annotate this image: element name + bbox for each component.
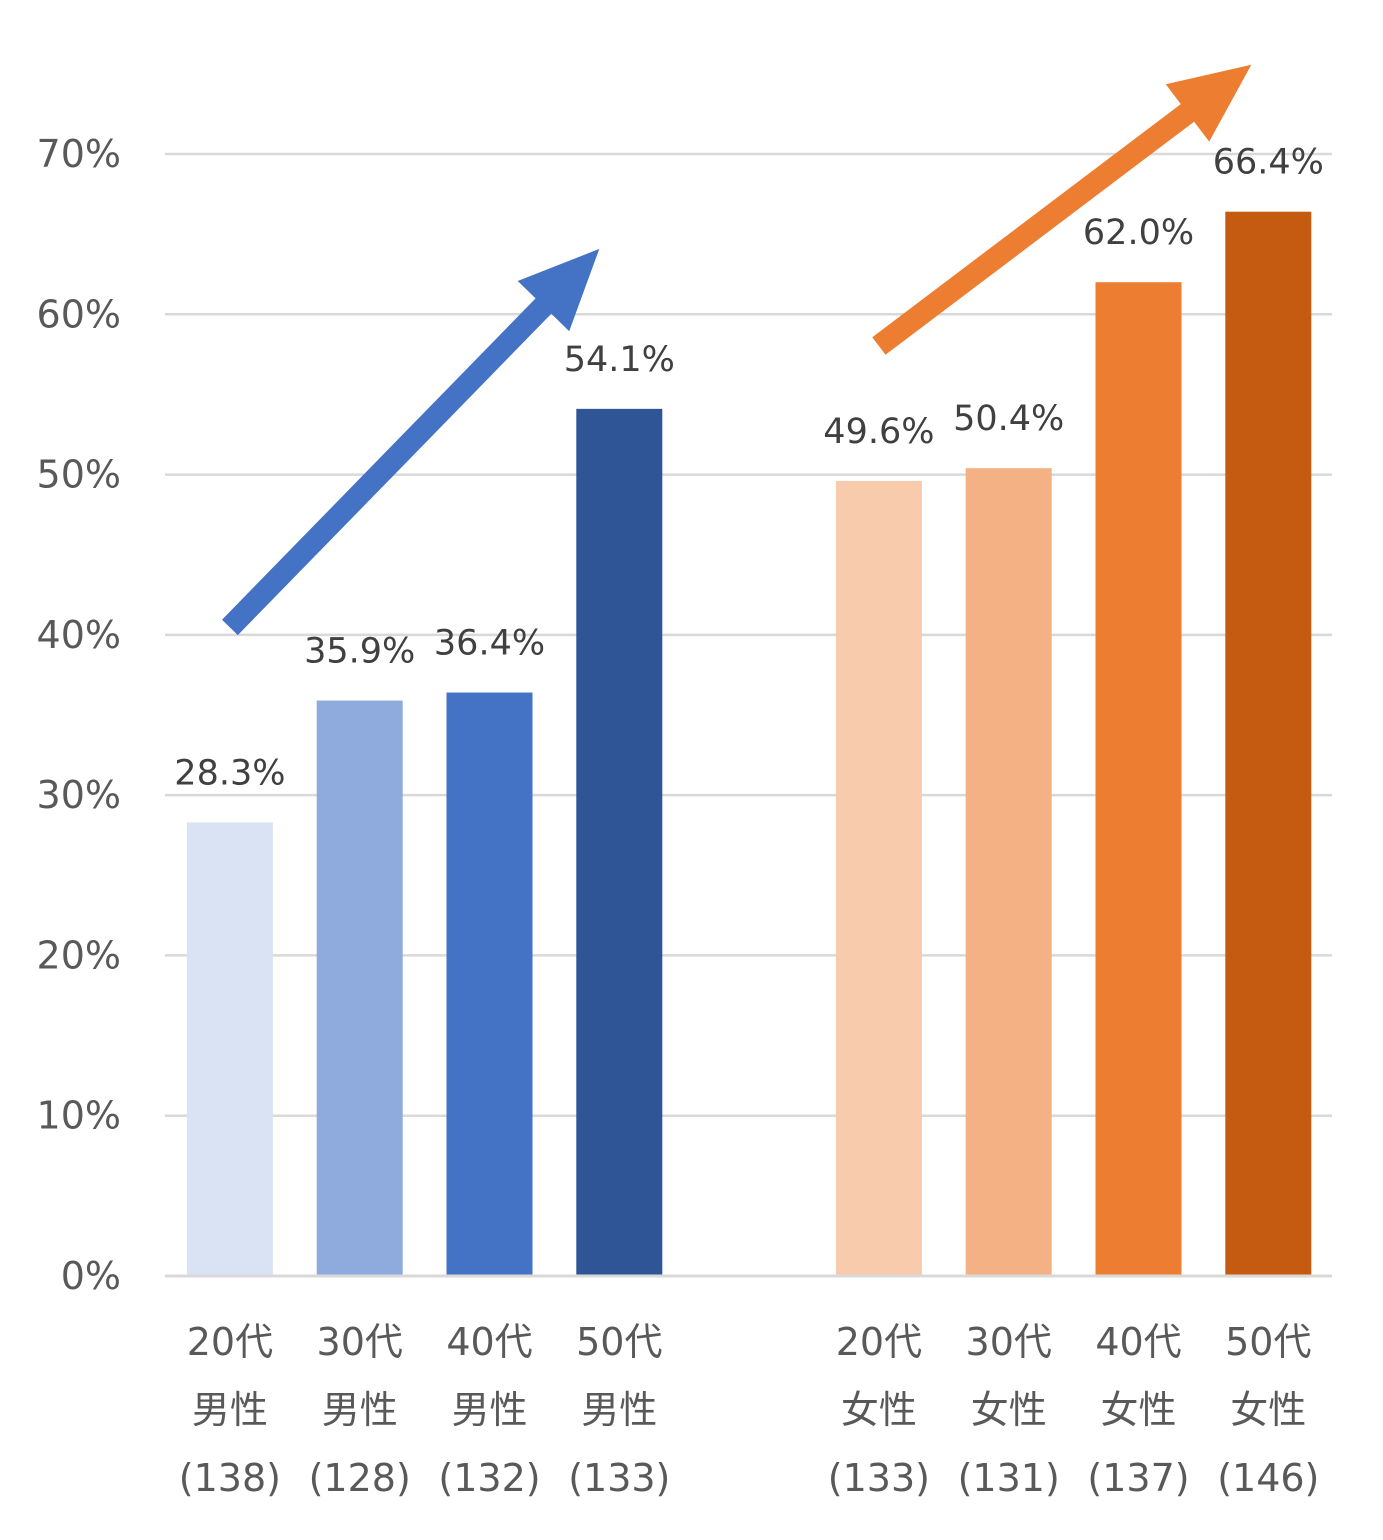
x-tick-label: 男性 xyxy=(451,1388,527,1432)
bar xyxy=(446,692,533,1276)
bar xyxy=(835,480,922,1276)
bar xyxy=(1225,211,1312,1276)
y-axis-ticks: 0% 10% 20% 30% 40% 50% 60% 70% xyxy=(37,132,121,1298)
y-tick-label: 60% xyxy=(37,292,121,336)
male-trend-arrow xyxy=(222,248,600,636)
x-tick-label: (133) xyxy=(568,1456,670,1500)
data-label: 50.4% xyxy=(953,399,1064,439)
data-label: 36.4% xyxy=(434,624,545,664)
data-labels: 28.3% 35.9% 36.4% 54.1% 49.6% 50.4% 62.0% 66.4% xyxy=(174,143,1324,794)
data-label: 62.0% xyxy=(1083,213,1194,253)
x-tick-label: 50代 xyxy=(1225,1320,1311,1364)
x-tick-label: 女性 xyxy=(1230,1388,1306,1432)
bar xyxy=(576,408,663,1277)
x-tick-label: 30代 xyxy=(966,1320,1052,1364)
trend-arrows xyxy=(222,64,1252,636)
data-label: 49.6% xyxy=(823,412,934,452)
x-tick-label: (146) xyxy=(1217,1456,1319,1500)
bar xyxy=(965,468,1052,1276)
y-tick-label: 70% xyxy=(37,132,121,176)
x-tick-label: 20代 xyxy=(836,1320,922,1364)
x-tick-label: 女性 xyxy=(841,1388,917,1432)
x-tick-label: 50代 xyxy=(576,1320,662,1364)
x-tick-label: (138) xyxy=(179,1456,281,1500)
y-tick-label: 20% xyxy=(37,933,121,977)
data-label: 28.3% xyxy=(174,753,285,793)
bars xyxy=(186,211,1312,1277)
data-label: 35.9% xyxy=(304,632,415,672)
bar xyxy=(1095,282,1182,1276)
x-tick-label: (137) xyxy=(1087,1456,1189,1500)
bar xyxy=(186,822,273,1276)
x-tick-label: (128) xyxy=(309,1456,411,1500)
female-trend-arrow xyxy=(872,64,1252,355)
x-tick-label: 40代 xyxy=(446,1320,532,1364)
x-tick-label: (132) xyxy=(438,1456,540,1500)
data-label: 54.1% xyxy=(564,340,675,380)
x-tick-label: 30代 xyxy=(317,1320,403,1364)
data-label: 66.4% xyxy=(1213,143,1324,183)
y-tick-label: 40% xyxy=(37,613,121,657)
x-tick-label: 男性 xyxy=(322,1388,398,1432)
x-tick-label: (133) xyxy=(828,1456,930,1500)
x-tick-label: (131) xyxy=(958,1456,1060,1500)
y-tick-label: 0% xyxy=(61,1254,121,1298)
x-tick-label: 女性 xyxy=(1100,1388,1176,1432)
x-tick-label: 40代 xyxy=(1095,1320,1181,1364)
y-tick-label: 10% xyxy=(37,1094,121,1138)
x-tick-label: 女性 xyxy=(971,1388,1047,1432)
x-tick-label: 男性 xyxy=(192,1388,268,1432)
bar xyxy=(316,700,403,1276)
x-tick-label: 20代 xyxy=(187,1320,273,1364)
x-tick-label: 男性 xyxy=(581,1388,657,1432)
y-tick-label: 50% xyxy=(37,453,121,497)
y-tick-label: 30% xyxy=(37,773,121,817)
